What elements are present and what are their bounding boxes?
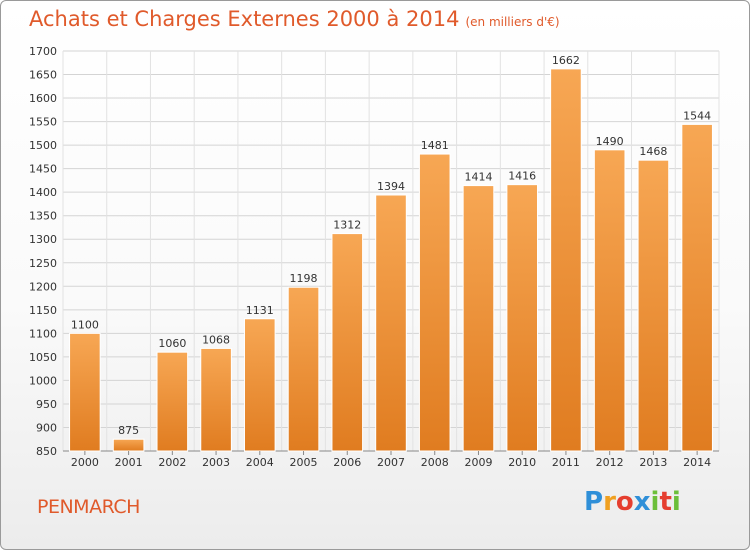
x-tick-label: 2009	[464, 456, 492, 469]
bar-2009	[462, 185, 495, 452]
y-tick-label: 1000	[29, 374, 57, 387]
value-label: 1490	[596, 135, 624, 148]
x-tick-label: 2006	[333, 456, 361, 469]
value-label: 1414	[464, 171, 492, 184]
y-tick-label: 1500	[29, 139, 57, 152]
chart-subtitle: (en milliers d'€)	[465, 15, 560, 29]
y-tick-label: 1100	[29, 327, 57, 340]
y-tick-label: 1250	[29, 257, 57, 270]
bars: 1100 875 1060 1068 1131 1198 1312 1394 1481 1414 1…	[69, 54, 713, 452]
x-tick-label: 2002	[158, 456, 186, 469]
y-tick-label: 1150	[29, 304, 57, 317]
y-tick-label: 1650	[29, 69, 57, 82]
bar-2000	[69, 332, 101, 452]
y-tick-label: 950	[36, 398, 57, 411]
x-tick-label: 2013	[639, 456, 667, 469]
bar-2008	[418, 153, 451, 452]
x-tick-label: 2004	[246, 456, 274, 469]
value-label: 1662	[552, 54, 580, 67]
value-label: 1481	[421, 139, 449, 152]
value-label: 1198	[290, 272, 318, 285]
y-tick-label: 850	[36, 445, 57, 458]
y-tick-label: 1600	[29, 92, 57, 105]
logo-letter: i	[671, 487, 681, 517]
bar-2011	[550, 68, 582, 452]
y-tick-label: 1700	[29, 45, 57, 58]
bar-2002	[156, 351, 189, 452]
x-tick-label: 2008	[421, 456, 449, 469]
logo-letter: i	[650, 487, 660, 517]
value-label: 1100	[71, 318, 99, 331]
y-tick-label: 1450	[29, 163, 57, 176]
bar-2004	[243, 318, 276, 452]
y-tick-label: 1200	[29, 280, 57, 293]
bar-2003	[200, 347, 232, 452]
logo-letter: o	[615, 487, 634, 517]
bar-2005	[287, 286, 320, 452]
chart-title: Achats et Charges Externes 2000 à 2014 (e…	[29, 7, 560, 31]
y-tick-label: 1350	[29, 210, 57, 223]
x-tick-label: 2010	[508, 456, 536, 469]
value-label: 1544	[683, 109, 711, 122]
title-text: Achats et Charges Externes 2000 à 2014	[29, 7, 460, 31]
y-tick-label: 1550	[29, 116, 57, 129]
bar-2007	[375, 194, 407, 452]
value-label: 1416	[508, 170, 536, 183]
y-tick-label: 1400	[29, 186, 57, 199]
x-tick-label: 2003	[202, 456, 230, 469]
x-tick-label: 2007	[377, 456, 405, 469]
logo-letter: x	[633, 487, 651, 517]
bar-2012	[593, 149, 626, 452]
value-label: 1060	[158, 337, 186, 350]
bar-2001	[112, 438, 145, 452]
y-tick-label: 1050	[29, 351, 57, 364]
x-tick-label: 2014	[683, 456, 711, 469]
commune-name: PENMARCH	[37, 496, 140, 518]
bar-2006	[331, 233, 364, 452]
logo-letter: P	[584, 487, 604, 517]
y-tick-label: 900	[36, 421, 57, 434]
logo-letter: r	[603, 487, 616, 517]
x-tick-label: 2011	[552, 456, 580, 469]
value-label: 1312	[333, 219, 361, 232]
value-label: 875	[118, 424, 139, 437]
bar-2010	[506, 184, 539, 452]
bar-2014	[681, 123, 713, 452]
x-tick-label: 2005	[290, 456, 318, 469]
x-tick-label: 2012	[596, 456, 624, 469]
logo-letter: t	[659, 487, 672, 517]
value-label: 1394	[377, 180, 405, 193]
value-label: 1131	[246, 304, 274, 317]
y-axis: 850 900 950 1000 1050 1100 1150 1200 1250 1300 135…	[29, 45, 57, 458]
value-label: 1468	[639, 145, 667, 158]
bar-2013	[637, 159, 670, 452]
value-label: 1068	[202, 333, 230, 346]
proxiti-logo: Proxiti	[584, 487, 681, 517]
y-tick-label: 1300	[29, 233, 57, 246]
x-tick-label: 2001	[115, 456, 143, 469]
x-axis: 2000 2001 2002 2003 2004 2005 2006 2007 2008 2009…	[71, 451, 711, 469]
x-tick-label: 2000	[71, 456, 99, 469]
